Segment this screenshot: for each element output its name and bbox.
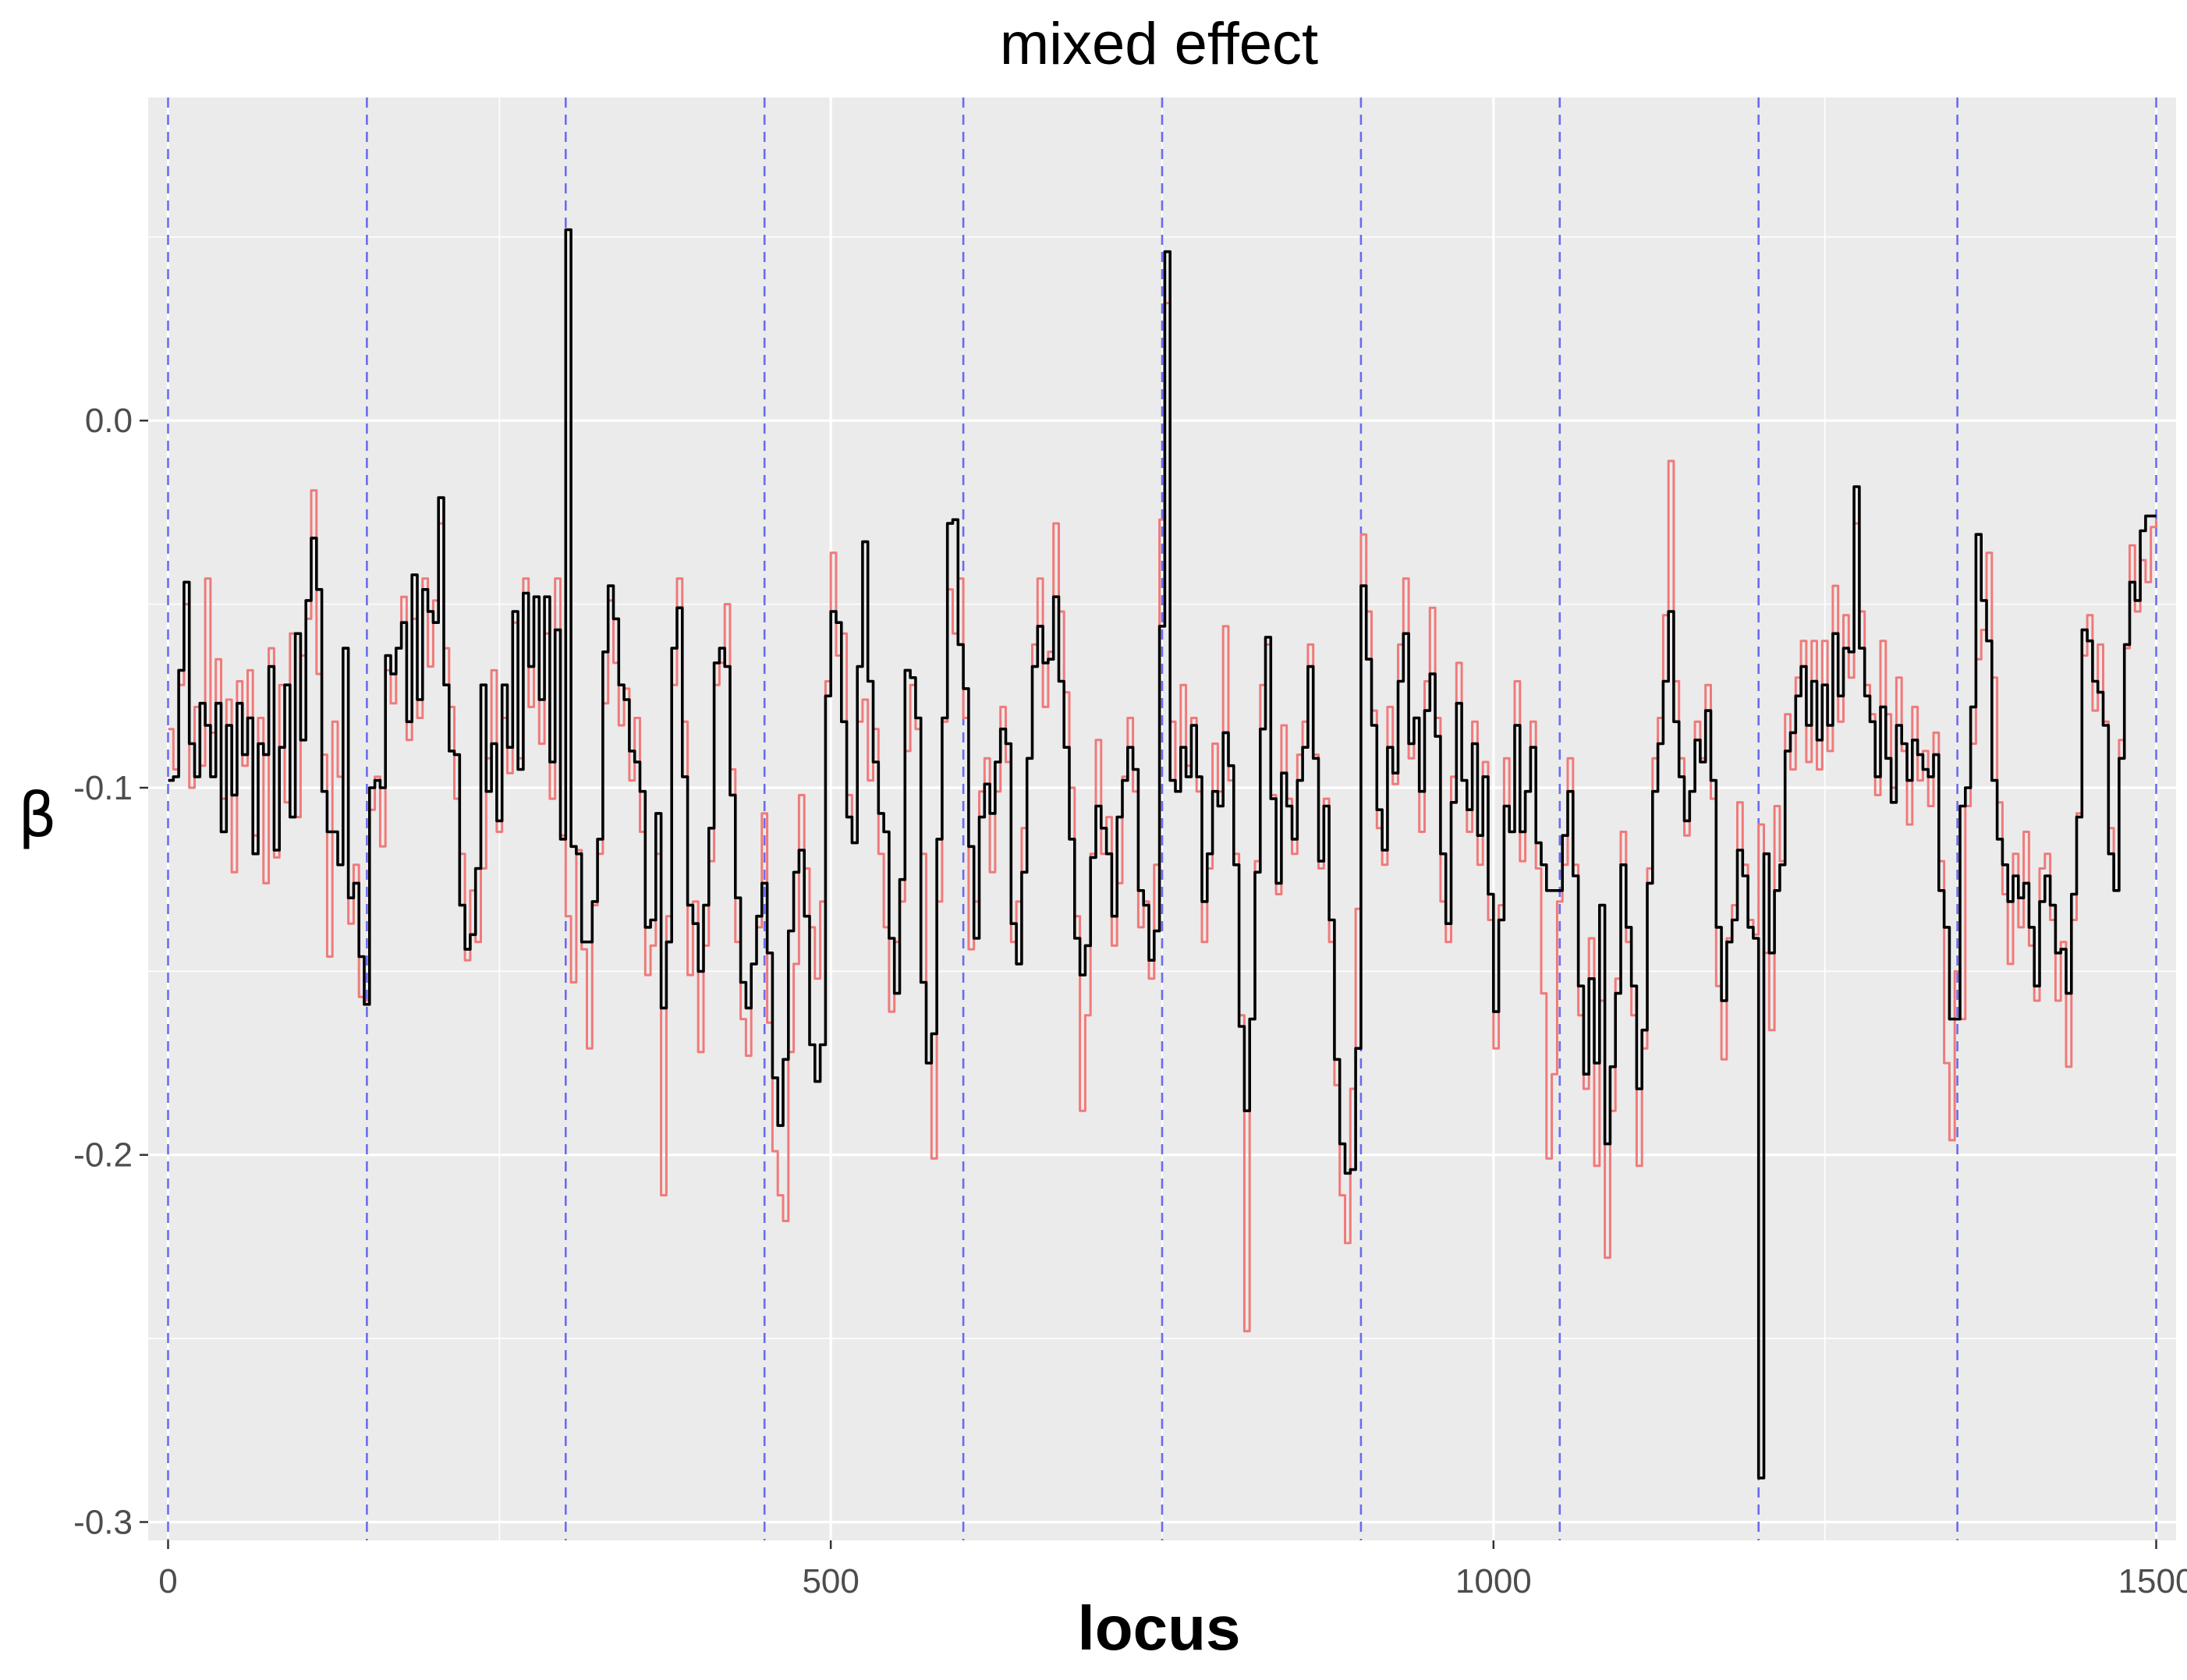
x-tick-label: 1000 bbox=[1455, 1562, 1532, 1600]
x-tick-label: 0 bbox=[158, 1562, 177, 1600]
y-axis-label: β bbox=[18, 781, 57, 851]
y-tick-label: -0.2 bbox=[73, 1136, 133, 1175]
y-axis: 0.0 -0.1 -0.2 -0.3 bbox=[73, 402, 148, 1541]
x-axis-label: locus bbox=[1078, 1593, 1241, 1663]
x-tick-label: 1500 bbox=[2118, 1562, 2187, 1600]
chart-title: mixed effect bbox=[1000, 11, 1318, 77]
x-tick-label: 500 bbox=[802, 1562, 859, 1600]
y-tick-label: -0.1 bbox=[73, 769, 133, 807]
series-lines bbox=[168, 228, 2157, 1480]
series-line-2 bbox=[168, 228, 2157, 1480]
x-axis: 0 500 1000 1500 bbox=[158, 1540, 2187, 1600]
y-tick-label: 0.0 bbox=[85, 402, 133, 440]
y-tick-label: -0.3 bbox=[73, 1503, 133, 1541]
